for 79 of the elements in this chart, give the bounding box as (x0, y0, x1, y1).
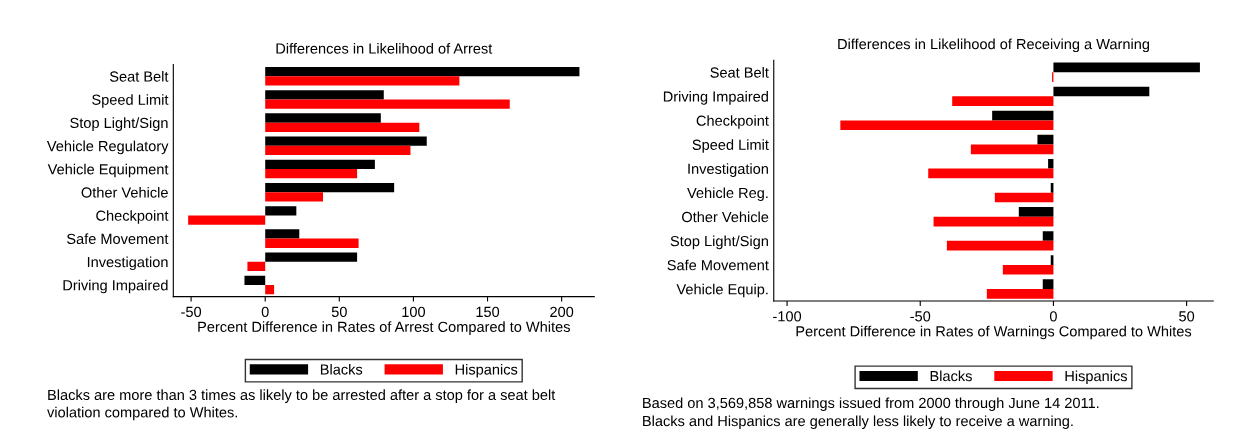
bar (1037, 134, 1054, 145)
bar (928, 168, 1054, 179)
bar (265, 159, 375, 170)
y-tick-label: Stop Light/Sign (670, 235, 768, 250)
x-tick-label: -50 (181, 306, 202, 318)
text: Blacks and Hispanics are generally less likely to receive a warning. (643, 415, 1073, 430)
bar (1002, 264, 1054, 275)
bar (265, 169, 358, 179)
y-tick-label: Other Vehicle (682, 211, 769, 223)
x-tick-label: 50 (331, 306, 347, 318)
bar (265, 99, 510, 109)
x-tick-label: 100 (402, 306, 426, 318)
bar (933, 216, 1054, 227)
legend-label: Blacks (320, 363, 363, 375)
bar (265, 122, 420, 132)
x-tick-label: -100 (773, 311, 802, 322)
bar (994, 192, 1054, 203)
bar (265, 192, 324, 202)
y-tick-label: Investigation (688, 163, 768, 177)
x-axis-title: Percent Difference in Rates of Warnings Compared to Whites (796, 325, 1192, 340)
bar (265, 76, 460, 86)
y-tick-label: Vehicle Reg. (687, 187, 768, 201)
bar (265, 284, 275, 295)
bar (188, 215, 266, 225)
y-tick-label: Seat Belt (710, 66, 769, 78)
y-tick-label: Vehicle Regulatory (46, 140, 169, 155)
x-tick-label: 200 (550, 306, 574, 318)
bar (1048, 158, 1054, 169)
y-tick-label: Checkpoint (96, 210, 169, 224)
bar (1053, 62, 1200, 73)
x-tick-label: 0 (1049, 311, 1057, 322)
y-tick-label: Speed Limit (692, 139, 769, 153)
bar (992, 110, 1054, 121)
bar (970, 144, 1054, 155)
x-tick-label: 0 (261, 306, 269, 318)
legend-label: Hispanics (1065, 370, 1127, 385)
bar (986, 289, 1054, 299)
y-tick-label: Stop Light/Sign (70, 117, 168, 131)
legend-label: Hispanics (455, 363, 518, 378)
bar (265, 206, 297, 216)
y-tick-label: Driving Impaired (663, 91, 768, 105)
bar (265, 145, 411, 156)
bar (265, 113, 381, 123)
bar (946, 240, 1054, 251)
y-tick-label: Driving Impaired (63, 279, 168, 294)
text: violation compared to Whites. (47, 406, 238, 421)
y-tick-label: Safe Movement (667, 259, 769, 271)
bar (1018, 207, 1054, 217)
legend-label: Blacks (930, 370, 972, 382)
y-tick-label: Vehicle Equip. (676, 283, 768, 298)
bar (952, 96, 1054, 106)
bar (265, 252, 358, 262)
x-tick-label: -50 (910, 311, 931, 322)
text: Blacks are more than 3 times as likely to be arrested after a stop for a seat belt (48, 389, 556, 403)
chart-title: Differences in Likelihood of Arrest (276, 42, 493, 54)
bar (265, 238, 359, 248)
bar (265, 90, 384, 100)
text: Based on 3,569,858 warnings issued from 2000 through June 14 2011. (643, 397, 1099, 411)
x-tick-label: 50 (1179, 311, 1195, 322)
y-tick-label: Safe Movement (67, 233, 169, 245)
bar (265, 136, 427, 146)
x-tick-label: 150 (476, 306, 500, 318)
bar (265, 229, 300, 239)
y-tick-label: Seat Belt (109, 70, 169, 82)
y-tick-label: Checkpoint (696, 115, 769, 129)
y-tick-label: Other Vehicle (81, 186, 168, 198)
bar (840, 120, 1054, 131)
y-tick-label: Investigation (87, 256, 168, 271)
bar (265, 66, 580, 77)
bar (1042, 231, 1054, 241)
bar (247, 261, 266, 272)
chart-title: Differences in Likelihood of Receiving a Warning (838, 38, 1150, 53)
bar (244, 275, 266, 285)
bar (1042, 279, 1054, 290)
bar (1053, 86, 1150, 97)
y-tick-label: Speed Limit (92, 94, 169, 108)
x-axis-title: Percent Difference in Rates of Arrest Compared to Whites (198, 321, 570, 335)
bar (265, 182, 395, 193)
y-tick-label: Vehicle Equipment (47, 163, 169, 178)
